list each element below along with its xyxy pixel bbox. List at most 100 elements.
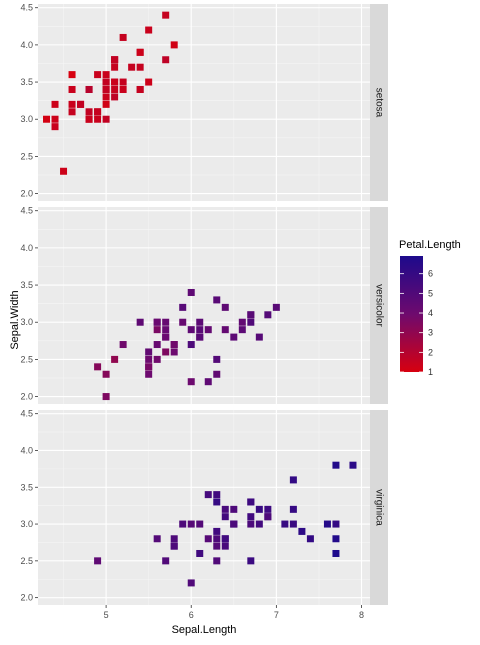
data-point-virginica <box>247 498 255 506</box>
y-tick-label: 4.0 <box>20 445 33 455</box>
data-point-virginica <box>255 520 263 528</box>
data-point-virginica <box>289 476 297 484</box>
data-point-virginica <box>213 542 221 550</box>
legend-title: Petal.Length <box>399 239 461 251</box>
data-point-setosa <box>111 56 119 64</box>
panel-background <box>38 207 370 404</box>
data-point-versicolor <box>187 378 195 386</box>
panel-versicolor: 2.0 2.5 3.0 3.5 4.0 4.5 versicolor <box>20 206 388 404</box>
data-point-virginica <box>221 535 229 543</box>
data-point-setosa <box>68 85 76 93</box>
x-axis-title: Sepal.Length <box>172 624 237 636</box>
data-point-virginica <box>170 542 178 550</box>
data-point-virginica <box>230 505 238 513</box>
legend-tick-label: 1 <box>428 367 433 377</box>
data-point-virginica <box>187 520 195 528</box>
data-point-virginica <box>281 520 289 528</box>
facet-strip-label: versicolor <box>373 284 384 327</box>
legend-tick-label: 4 <box>428 308 433 318</box>
panel-background <box>38 4 370 201</box>
data-point-setosa <box>102 78 110 86</box>
y-tick-label: 2.0 <box>20 593 33 603</box>
data-point-versicolor <box>196 333 204 341</box>
data-point-versicolor <box>221 303 229 311</box>
data-point-versicolor <box>145 348 153 356</box>
data-point-setosa <box>60 167 68 175</box>
data-point-setosa <box>102 115 110 123</box>
data-point-setosa <box>51 115 59 123</box>
facet-strip <box>370 410 388 605</box>
data-point-virginica <box>332 549 340 557</box>
legend-tick-label: 5 <box>428 288 433 298</box>
data-point-setosa <box>85 85 93 93</box>
data-point-setosa <box>51 100 59 108</box>
x-tick-label: 6 <box>189 610 194 620</box>
y-axis-title: Sepal.Width <box>9 290 21 349</box>
y-tick-label: 4.5 <box>20 206 33 216</box>
data-point-setosa <box>119 78 127 86</box>
data-point-virginica <box>221 505 229 513</box>
data-point-versicolor <box>145 355 153 363</box>
data-point-virginica <box>196 549 204 557</box>
y-tick-label: 3.5 <box>20 280 33 290</box>
y-tick-label: 2.0 <box>20 392 33 402</box>
y-tick-label: 3.0 <box>20 114 33 124</box>
data-point-versicolor <box>111 355 119 363</box>
data-point-virginica <box>153 535 161 543</box>
data-point-setosa <box>136 63 144 71</box>
data-point-versicolor <box>187 341 195 349</box>
data-point-setosa <box>94 108 102 116</box>
x-tick-label: 5 <box>104 610 109 620</box>
data-point-setosa <box>68 108 76 116</box>
data-point-versicolor <box>247 318 255 326</box>
facet-strip-label: setosa <box>373 88 384 118</box>
data-point-versicolor <box>136 318 144 326</box>
data-point-versicolor <box>145 363 153 371</box>
data-point-setosa <box>170 41 178 49</box>
y-tick-label: 4.5 <box>20 3 33 13</box>
x-tick-label: 8 <box>359 610 364 620</box>
y-tick-label: 2.0 <box>20 189 33 199</box>
data-point-versicolor <box>187 288 195 296</box>
panel-virginica: 2.0 2.5 3.0 3.5 4.0 4.5 virginica <box>20 409 388 605</box>
data-point-versicolor <box>153 355 161 363</box>
data-point-versicolor <box>196 326 204 334</box>
data-point-virginica <box>213 491 221 499</box>
data-point-versicolor <box>162 348 170 356</box>
data-point-setosa <box>111 85 119 93</box>
data-point-versicolor <box>272 303 280 311</box>
data-point-setosa <box>94 71 102 79</box>
legend-tick-label: 6 <box>428 269 433 279</box>
y-tick-label: 2.5 <box>20 354 33 364</box>
data-point-virginica <box>94 557 102 565</box>
data-point-versicolor <box>179 318 187 326</box>
x-axis: 5 6 7 8 <box>104 605 364 620</box>
data-point-setosa <box>111 93 119 101</box>
data-point-versicolor <box>153 326 161 334</box>
data-point-versicolor <box>102 393 110 401</box>
data-point-versicolor <box>230 333 238 341</box>
data-point-virginica <box>221 513 229 521</box>
data-point-setosa <box>77 100 85 108</box>
data-point-virginica <box>289 520 297 528</box>
data-point-virginica <box>221 542 229 550</box>
data-point-setosa <box>119 33 127 41</box>
x-tick-label: 7 <box>274 610 279 620</box>
data-point-versicolor <box>204 378 212 386</box>
data-point-versicolor <box>187 326 195 334</box>
data-point-setosa <box>162 11 170 19</box>
data-point-virginica <box>247 513 255 521</box>
data-point-setosa <box>85 108 93 116</box>
data-point-virginica <box>170 535 178 543</box>
data-point-virginica <box>289 505 297 513</box>
facet-strip-label: virginica <box>373 489 384 526</box>
data-point-virginica <box>213 527 221 535</box>
y-tick-label: 2.5 <box>20 151 33 161</box>
data-point-setosa <box>136 48 144 56</box>
data-point-versicolor <box>179 303 187 311</box>
data-point-setosa <box>111 63 119 71</box>
color-legend: Petal.Length 1 2 3 4 5 6 <box>399 239 461 377</box>
facet-panels: 2.0 2.5 3.0 3.5 4.0 4.5 setosa 2.0 2.5 3.0 3.5 4.0 4… <box>20 3 388 620</box>
data-point-versicolor <box>94 363 102 371</box>
